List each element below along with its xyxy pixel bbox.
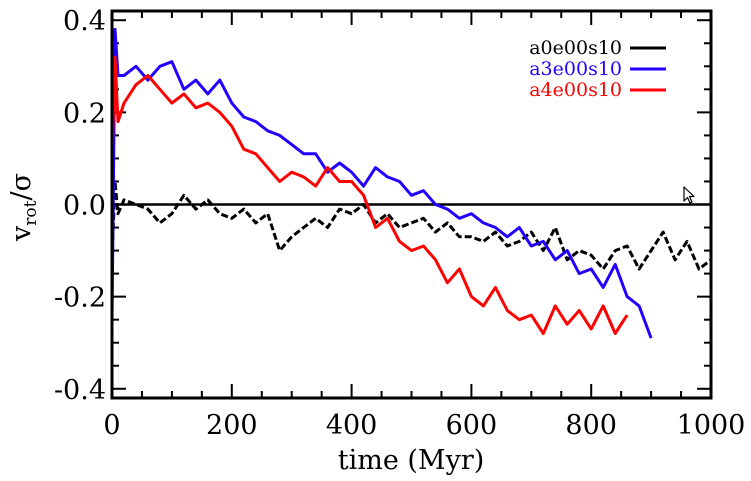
x-axis-label: time (Myr) [338,445,485,476]
legend-label-a4e00s10: a4e00s10 [529,79,622,101]
legend-label-a0e00s10: a0e00s10 [529,37,622,59]
series-layer [110,27,712,339]
x-tick-label: 400 [326,410,378,441]
y-tick-label: 0.0 [63,191,106,222]
x-tick-label: 200 [206,410,258,441]
x-tick-label: 600 [446,410,498,441]
series-line-a3e00s10 [110,27,653,339]
tick-labels: 0 200 400 600 800 1000 -0.4 -0.2 0.0 0.2 0.4 [54,6,745,441]
y-axis-label: vrot/σ [6,173,41,242]
y-tick-label: 0.4 [63,6,106,37]
legend-label-a3e00s10: a3e00s10 [529,58,622,80]
y-axis-label-sub: rot [21,200,41,225]
x-tick-label: 0 [103,410,120,441]
series-line-a4e00s10 [110,55,629,335]
y-axis-label-main: v [6,225,37,242]
plot-frame [110,9,713,400]
mouse-cursor-icon [683,186,695,204]
y-tick-label: 0.2 [63,98,106,129]
x-tick-label: 1000 [677,410,746,441]
y-tick-label: -0.2 [54,283,106,314]
y-tick-label: -0.4 [54,375,106,406]
x-tick-label: 800 [565,410,617,441]
svg-text:vrot/σ: vrot/σ [6,173,41,242]
y-axis-label-tail: /σ [6,173,37,201]
